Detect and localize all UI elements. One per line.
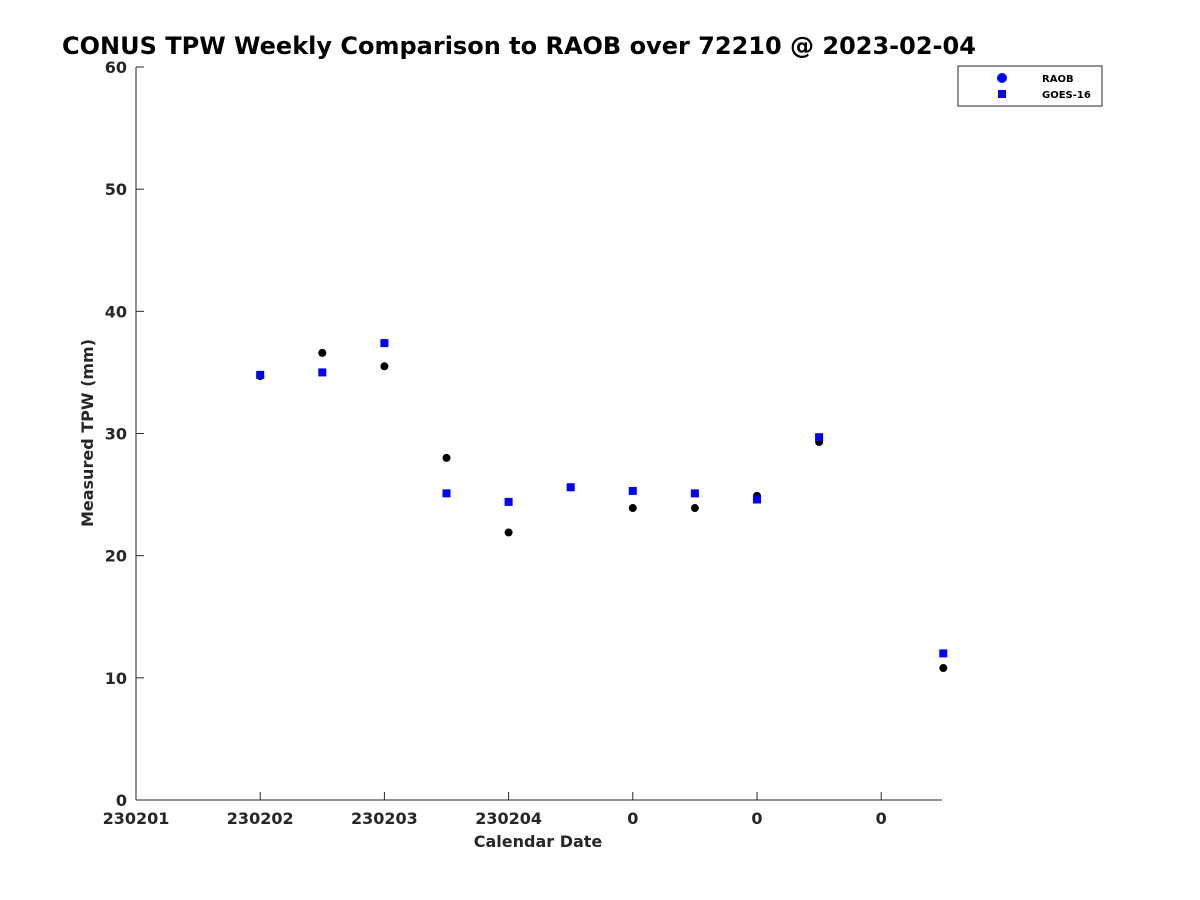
raob-point <box>380 362 389 371</box>
x-tick-label: 230204 <box>475 809 542 828</box>
goes-16-point <box>318 368 327 377</box>
goes-16-point <box>380 339 389 348</box>
raob-point <box>939 664 948 673</box>
x-axis-ticks: 230201 230202 230203 230204 0 0 0 <box>103 792 887 828</box>
series-raob <box>256 348 948 673</box>
y-tick-label: 30 <box>105 425 127 444</box>
goes-16-point <box>256 370 265 379</box>
y-axis-ticks: 0 10 20 30 40 50 60 <box>105 58 144 810</box>
legend: RAOB GOES-16 <box>957 65 1103 107</box>
y-axis-label: Measured TPW (mm) <box>78 339 97 527</box>
raob-point <box>628 504 637 513</box>
y-tick-label: 40 <box>105 302 127 321</box>
x-tick-label: 230203 <box>351 809 418 828</box>
y-tick-label: 60 <box>105 58 127 77</box>
raob-point <box>504 528 513 537</box>
legend-goes-label: GOES-16 <box>1042 90 1091 101</box>
y-tick-label: 50 <box>105 180 127 199</box>
goes-16-point <box>815 433 824 442</box>
x-tick-label: 0 <box>751 809 762 828</box>
x-tick-label: 0 <box>876 809 887 828</box>
goes-16-point <box>504 497 513 506</box>
data-points <box>256 339 948 673</box>
raob-point <box>318 348 327 357</box>
x-tick-label: 230201 <box>103 809 170 828</box>
goes-16-point <box>690 489 699 498</box>
goes-16-point <box>442 489 451 498</box>
x-tick-label: 230202 <box>227 809 294 828</box>
legend-box <box>957 65 1103 107</box>
goes-16-point <box>753 495 761 504</box>
y-tick-label: 0 <box>116 791 127 810</box>
legend-goes-marker <box>998 90 1006 98</box>
y-tick-label: 20 <box>105 547 127 566</box>
goes-16-point <box>939 649 948 658</box>
x-tick-label: 0 <box>627 809 638 828</box>
goes-16-point <box>566 483 575 492</box>
raob-point <box>690 504 699 513</box>
legend-raob-label: RAOB <box>1042 74 1074 85</box>
series-goes-16 <box>256 339 948 658</box>
chart-title: CONUS TPW Weekly Comparison to RAOB over… <box>62 32 976 60</box>
x-axis-label: Calendar Date <box>474 832 603 851</box>
goes-16-point <box>628 486 637 495</box>
y-tick-label: 10 <box>105 669 127 688</box>
raob-point <box>442 453 451 462</box>
legend-raob-marker <box>997 73 1007 83</box>
